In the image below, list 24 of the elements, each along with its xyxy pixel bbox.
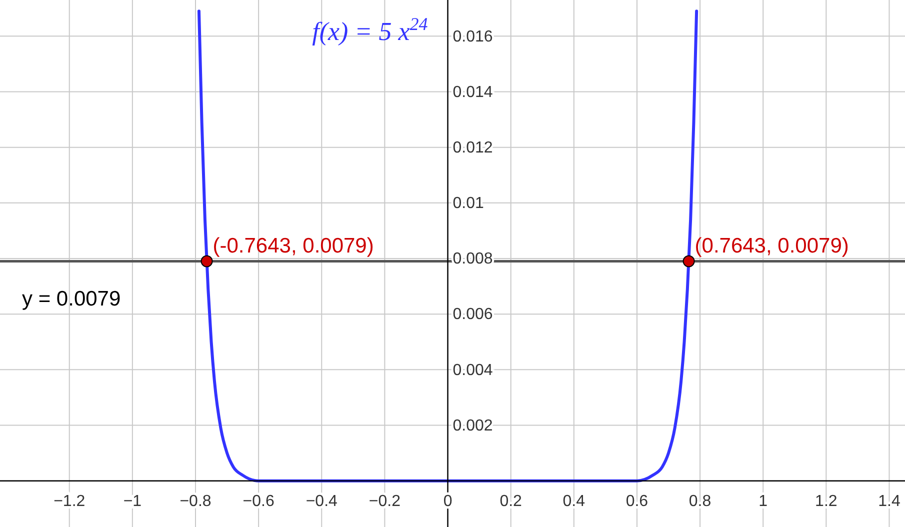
x-tick-label: −0.6: [242, 493, 274, 510]
x-tick-label: 0.6: [626, 493, 648, 510]
x-tick-label: −0.2: [368, 493, 401, 510]
x-tick-label: −0.8: [180, 493, 212, 510]
data-label: (-0.7643, 0.0079): [212, 234, 374, 258]
x-tick-label: 0.8: [688, 493, 712, 510]
x-tick-label: 1.2: [815, 493, 838, 510]
x-tick-label: 0.4: [562, 493, 586, 510]
y-tick-label: 0.006: [452, 306, 493, 324]
x-tick-label: 1.4: [878, 493, 900, 510]
y-tick-label: 0.01: [452, 195, 484, 212]
text: f(x) = 5 x$^{24}$: [312, 14, 428, 46]
y-tick-label: 0.004: [452, 362, 493, 379]
x-tick-label: −0.4: [306, 493, 338, 510]
y-tick-label: 0.012: [452, 139, 493, 156]
x-tick-label: 0.2: [500, 493, 522, 510]
data-label: (0.7643, 0.0079): [694, 234, 849, 258]
y-tick-label: 0.016: [452, 28, 493, 46]
x-tick-label: −1: [123, 493, 142, 510]
x-tick-label: 1: [758, 493, 768, 510]
ref-line-label: y = 0.0079: [22, 287, 121, 310]
x-tick-label: −1.2: [54, 493, 86, 510]
y-tick-label: 0.014: [452, 84, 493, 101]
y-tick-label: 0.002: [452, 417, 493, 434]
